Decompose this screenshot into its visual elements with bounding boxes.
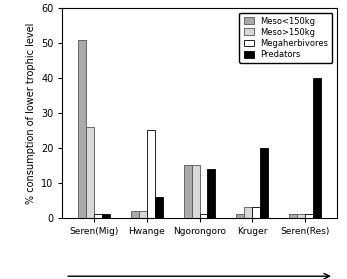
Bar (297, 214, 305, 218)
Bar (131, 211, 139, 218)
Bar (244, 207, 252, 218)
Bar (208, 169, 215, 218)
Bar (184, 165, 192, 218)
Bar (78, 40, 86, 218)
Bar (200, 214, 208, 218)
Bar (236, 214, 244, 218)
Bar (139, 211, 147, 218)
Bar (86, 127, 94, 218)
Bar (313, 78, 321, 218)
Bar (155, 197, 163, 218)
Bar (252, 207, 260, 218)
Bar (102, 214, 110, 218)
Bar (94, 214, 102, 218)
Y-axis label: % consumption of lower trophic level: % consumption of lower trophic level (25, 22, 35, 204)
Bar (305, 214, 313, 218)
Bar (289, 214, 297, 218)
Bar (192, 165, 200, 218)
Legend: Meso<150kg, Meso>150kg, Megaherbivores, Predators: Meso<150kg, Meso>150kg, Megaherbivores, … (239, 13, 332, 63)
Bar (147, 131, 155, 218)
Bar (260, 148, 268, 218)
